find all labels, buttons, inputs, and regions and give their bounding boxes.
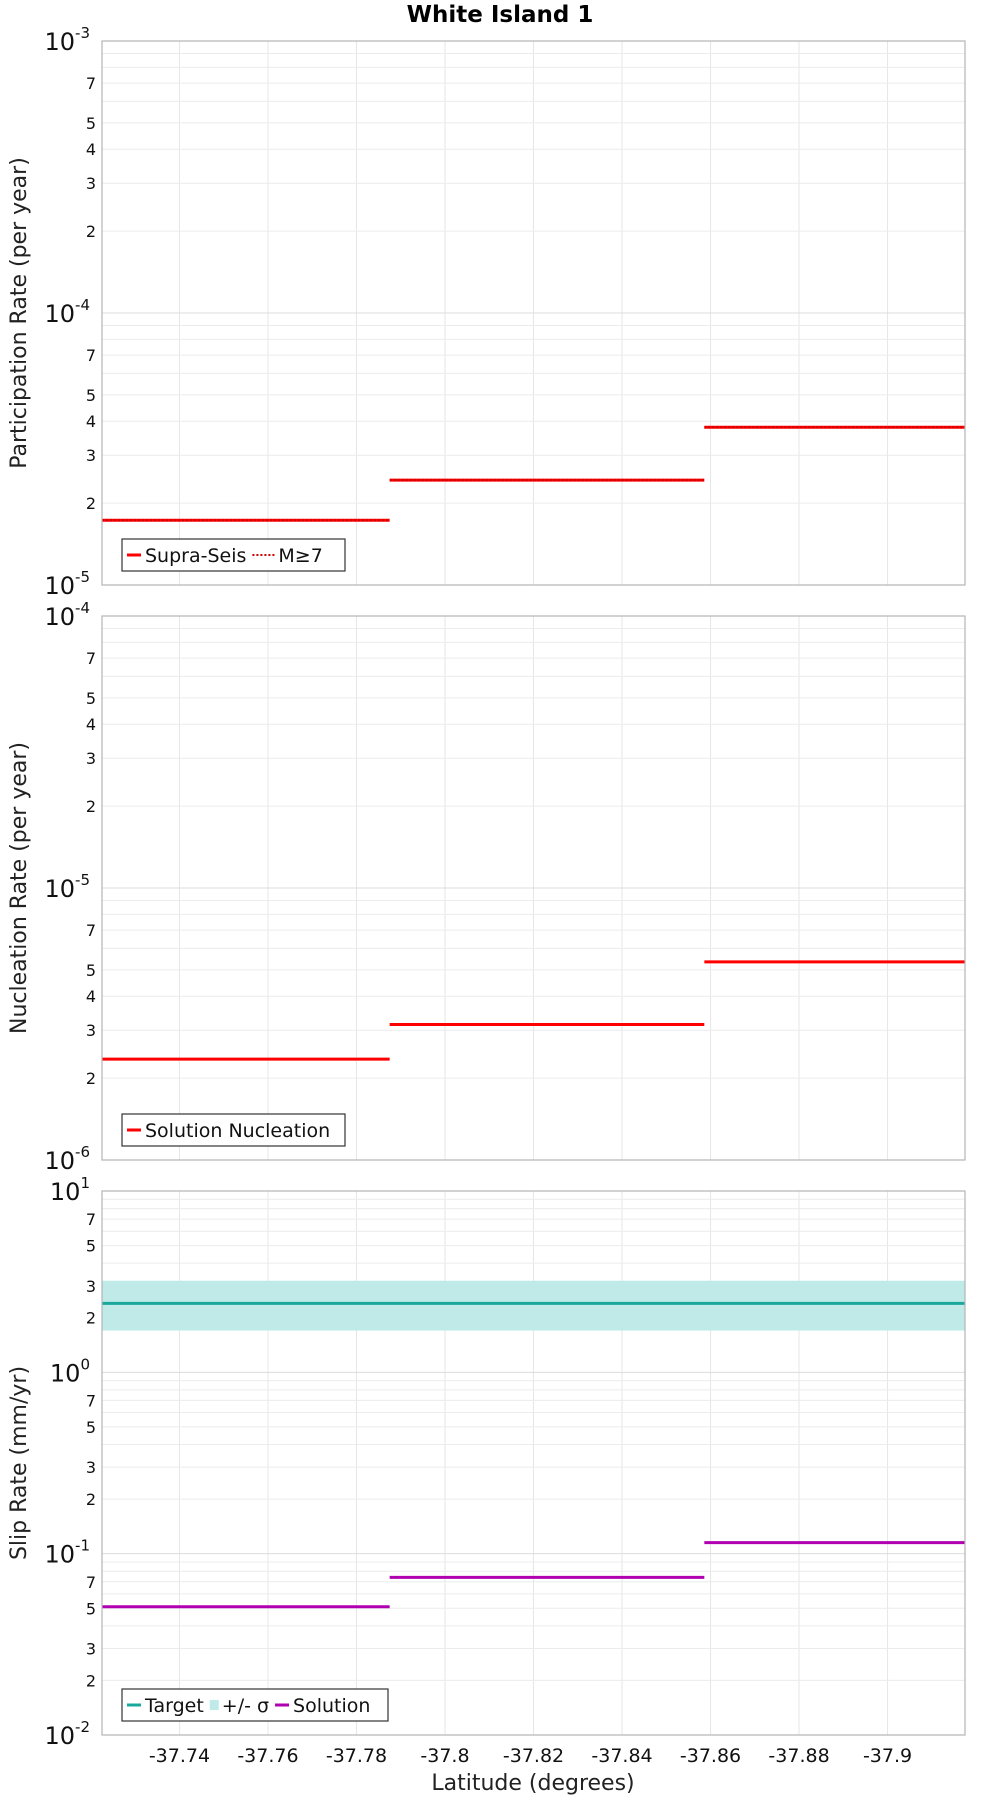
- y-decade-label: 100: [50, 1355, 90, 1387]
- legend-box: [121, 538, 346, 572]
- x-tick-label: -37.74: [149, 1745, 210, 1767]
- y-minor-tick-label: 5: [86, 1599, 96, 1618]
- y-minor-tick-label: 2: [86, 1309, 96, 1328]
- plot-frame: [101, 40, 966, 586]
- y-minor-tick-label: 5: [86, 689, 96, 708]
- y-minor-tick-label: 5: [86, 1418, 96, 1437]
- y-minor-tick-label: 2: [86, 797, 96, 816]
- legend-box: [121, 1688, 389, 1722]
- legend-label: Supra-Seis: [145, 545, 246, 567]
- x-tick-label: -37.9: [863, 1745, 912, 1767]
- y-minor-tick-label: 7: [86, 649, 96, 668]
- x-tick-label: -37.76: [237, 1745, 298, 1767]
- panel-2: 10-6 10-5 10-4 7 5 4 3 2 7 5 4 3 2 Nucleation Rate (p…: [7, 599, 966, 1175]
- y-minor-tick-label: 2: [86, 1069, 96, 1088]
- y-minor-tick-label: 5: [86, 961, 96, 980]
- panel-3: 10-2 10-1 100 101 7 5 3 2 7 5 3 2 7 5 3 2 Slip Rate (mm/…: [7, 1174, 966, 1767]
- y-minor-tick-label: 7: [86, 1391, 96, 1410]
- plot-frame: [101, 1190, 966, 1736]
- y-axis-label: Participation Rate (per year): [7, 157, 32, 469]
- sigma-band: [102, 1280, 965, 1331]
- y-minor-tick-label: 4: [86, 715, 96, 734]
- legend-label: M≥7: [278, 545, 322, 567]
- y-minor-tick-label: 3: [86, 446, 96, 465]
- y-axis-label: Slip Rate (mm/yr): [7, 1366, 32, 1560]
- y-minor-tick-label: 5: [86, 386, 96, 405]
- y-minor-tick-label: 3: [86, 1458, 96, 1477]
- legend-label: +/- σ: [222, 1695, 269, 1717]
- legend-label: Solution Nucleation: [145, 1120, 330, 1142]
- y-minor-tick-label: 7: [86, 74, 96, 93]
- x-tick-label: -37.86: [680, 1745, 741, 1767]
- y-decade-label: 101: [50, 1174, 90, 1206]
- y-minor-tick-label: 4: [86, 412, 96, 431]
- x-tick-label: -37.82: [503, 1745, 564, 1767]
- y-minor-tick-label: 2: [86, 1671, 96, 1690]
- y-minor-tick-label: 5: [86, 1237, 96, 1256]
- y-decade-label: 10-3: [44, 24, 90, 56]
- x-tick-label: -37.8: [420, 1745, 469, 1767]
- y-minor-tick-label: 3: [86, 1277, 96, 1296]
- y-decade-label: 10-6: [44, 1143, 90, 1175]
- legend-label: Target: [144, 1695, 204, 1717]
- y-minor-tick-label: 7: [86, 346, 96, 365]
- legend-box: [121, 1113, 346, 1147]
- legend: Solution Nucleation: [121, 1113, 346, 1147]
- y-decade-label: 10-5: [44, 568, 90, 600]
- y-minor-tick-label: 2: [86, 494, 96, 513]
- legend-swatch: [209, 1700, 219, 1710]
- y-minor-tick-label: 7: [86, 1210, 96, 1229]
- y-decade-label: 10-2: [44, 1718, 90, 1750]
- plot-frame: [101, 615, 966, 1161]
- x-tick-label: -37.78: [326, 1745, 387, 1767]
- figure-title: White Island 1: [407, 2, 594, 28]
- legend: Target +/- σ Solution: [121, 1688, 389, 1722]
- y-minor-tick-label: 3: [86, 1021, 96, 1040]
- y-minor-tick-label: 3: [86, 174, 96, 193]
- y-decade-label: 10-1: [44, 1537, 90, 1569]
- y-minor-tick-label: 5: [86, 114, 96, 133]
- y-decade-label: 10-4: [44, 296, 90, 328]
- y-minor-tick-label: 7: [86, 921, 96, 940]
- y-decade-label: 10-5: [44, 871, 90, 903]
- x-tick-label: -37.88: [768, 1745, 829, 1767]
- x-axis-label: Latitude (degrees): [431, 1771, 634, 1796]
- panel-1: 10-5 10-4 10-3 7 5 4 3 2 7 5 4 3 2 Participation Rate…: [7, 24, 966, 600]
- y-minor-tick-label: 3: [86, 1639, 96, 1658]
- y-minor-tick-label: 3: [86, 749, 96, 768]
- legend: Supra-Seis M≥7: [121, 538, 346, 572]
- y-minor-tick-label: 7: [86, 1573, 96, 1592]
- y-minor-tick-label: 4: [86, 987, 96, 1006]
- y-minor-tick-label: 2: [86, 1490, 96, 1509]
- y-minor-tick-label: 2: [86, 222, 96, 241]
- y-minor-tick-label: 4: [86, 140, 96, 159]
- y-axis-label: Nucleation Rate (per year): [7, 742, 32, 1034]
- legend-label: Solution: [293, 1695, 370, 1717]
- y-decade-label: 10-4: [44, 599, 90, 631]
- x-tick-label: -37.84: [591, 1745, 652, 1767]
